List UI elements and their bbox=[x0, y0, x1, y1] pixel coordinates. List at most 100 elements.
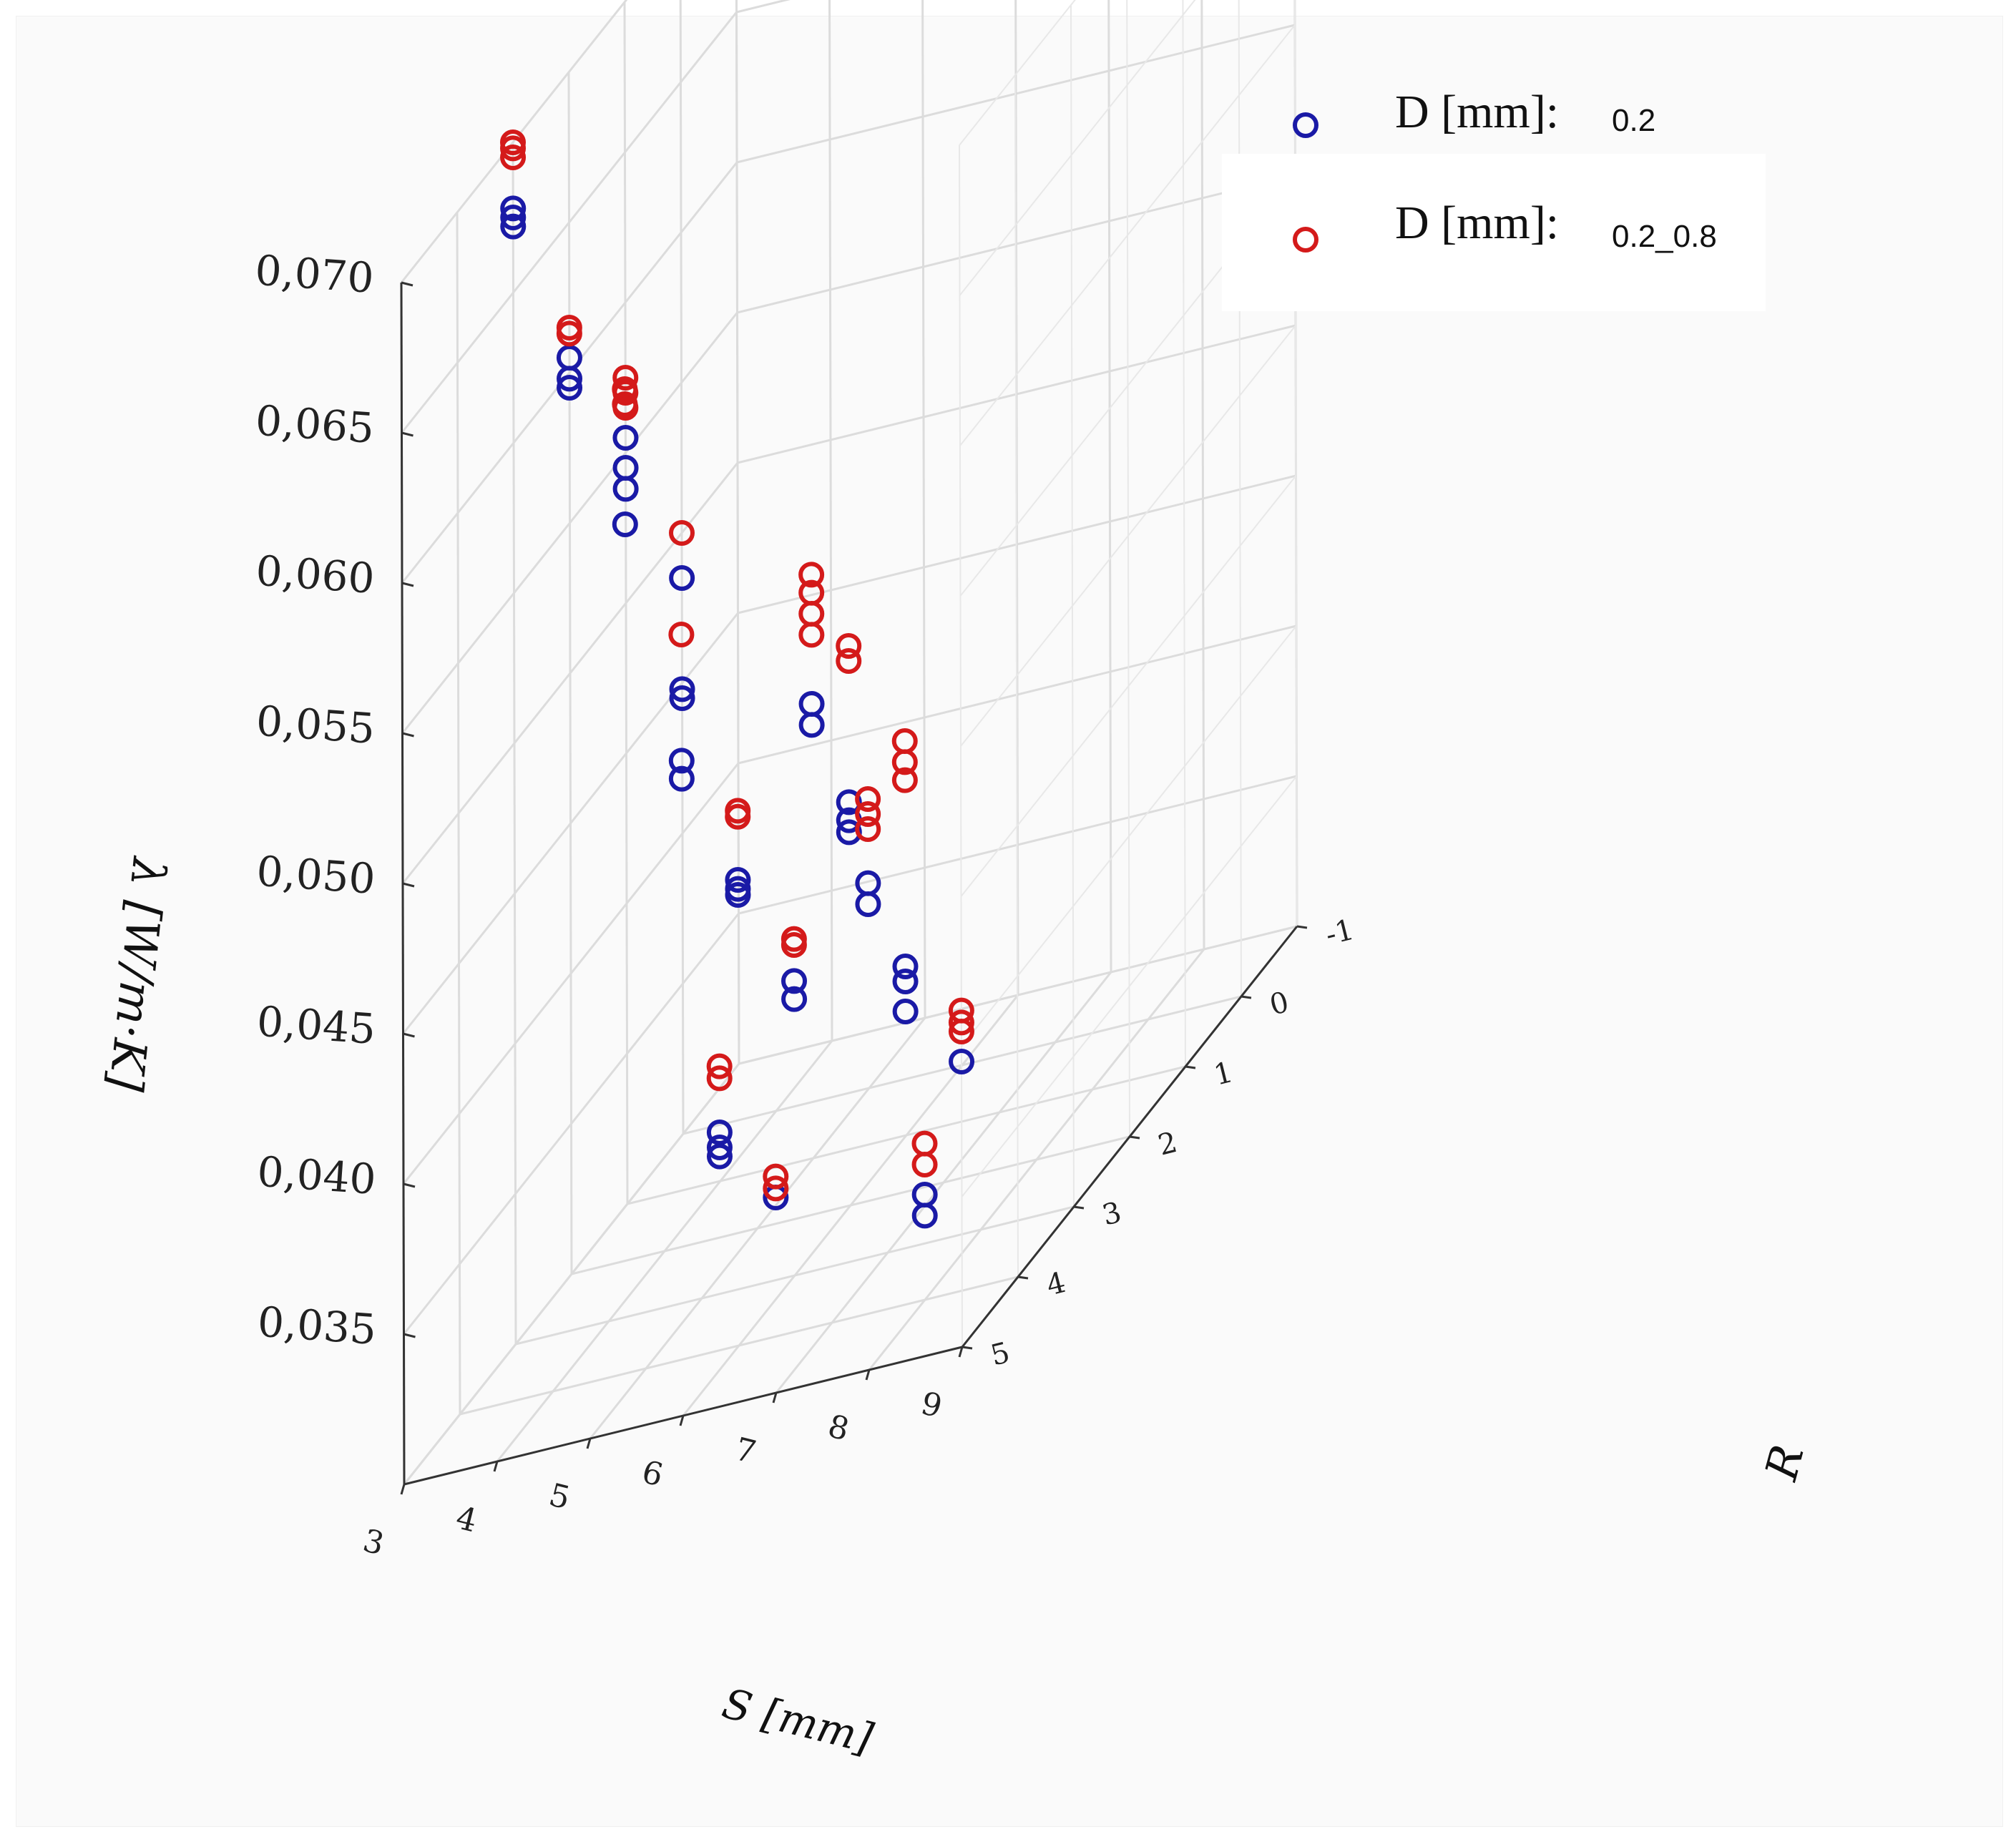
rightwall-grid-r bbox=[1070, 4, 1075, 1207]
z-tick-label: 0,065 bbox=[254, 396, 376, 453]
x-tick bbox=[586, 1438, 592, 1449]
tick-labels: 9876543-10123450,0350,0400,0450,0500,055… bbox=[253, 246, 1357, 1563]
axes bbox=[400, 281, 1308, 1495]
y-tick bbox=[961, 1346, 973, 1350]
data-point-d02 bbox=[949, 1049, 975, 1074]
sidewall-grid-z bbox=[401, 312, 738, 734]
data-point-d02 bbox=[855, 891, 881, 917]
data-point-d0208 bbox=[798, 562, 825, 588]
y-tick bbox=[1017, 1275, 1029, 1280]
legend: D [mm]: 0.2 D [mm]: 0.2_0.8 bbox=[1222, 86, 1766, 311]
x-tick bbox=[493, 1461, 499, 1472]
backwall-grid-s bbox=[1107, 0, 1112, 973]
y-tick bbox=[1129, 1135, 1140, 1140]
data-point-d02 bbox=[798, 691, 825, 717]
x-tick-label: 3 bbox=[359, 1522, 388, 1562]
y-tick bbox=[1073, 1205, 1085, 1210]
data-point-d02 bbox=[500, 213, 527, 240]
data-point-d02 bbox=[557, 366, 583, 392]
data-point-d0208 bbox=[556, 320, 582, 347]
data-point-d0208 bbox=[668, 622, 695, 647]
y-tick-label: 1 bbox=[1210, 1056, 1236, 1092]
data-point-d02 bbox=[669, 676, 695, 702]
data-point-d0208 bbox=[891, 728, 918, 754]
data-point-d0208 bbox=[836, 648, 862, 674]
data-point-d0208 bbox=[911, 1130, 938, 1157]
data-point-d02 bbox=[892, 969, 919, 994]
data-point-d0208 bbox=[612, 365, 639, 391]
x-tick-label: 8 bbox=[824, 1408, 853, 1448]
floor-grid-r bbox=[627, 1065, 1186, 1205]
x-tick bbox=[400, 1484, 406, 1495]
rightwall-grid-r bbox=[1014, 74, 1019, 1278]
rightwall-grid-r bbox=[959, 144, 963, 1348]
z-tick bbox=[401, 281, 414, 287]
sidewall-grid-z bbox=[400, 0, 628, 283]
data-point-d02 bbox=[612, 476, 639, 502]
sidewall-grid-z bbox=[401, 11, 738, 433]
z-tick bbox=[403, 1333, 416, 1338]
data-point-d0208 bbox=[891, 767, 918, 793]
data-point-d02 bbox=[500, 195, 527, 222]
data-point-d02 bbox=[725, 867, 751, 893]
data-point-d0208 bbox=[891, 749, 918, 775]
z-tick bbox=[402, 882, 415, 888]
data-point-d0208 bbox=[612, 391, 638, 417]
y-tick-label: 4 bbox=[1043, 1266, 1069, 1303]
x-axis-title: S [mm] bbox=[718, 1679, 878, 1763]
z-tick-label: 0,050 bbox=[255, 847, 376, 903]
sidewall-grid-z bbox=[401, 462, 739, 884]
y-tick bbox=[1185, 1065, 1196, 1069]
rightwall-grid-r bbox=[1293, 0, 1298, 927]
sidewall-grid-z bbox=[403, 913, 740, 1335]
y-tick bbox=[1296, 925, 1308, 929]
x-tick bbox=[772, 1392, 778, 1403]
y-tick-label: 3 bbox=[1099, 1196, 1125, 1233]
data-point-d02 bbox=[669, 685, 695, 711]
legend-label-d02-main: D [mm]: bbox=[1395, 86, 1559, 138]
z-tick-label: 0,055 bbox=[255, 697, 376, 753]
data-point-d0208 bbox=[798, 601, 825, 627]
data-point-d0208 bbox=[911, 1152, 938, 1177]
floor-grid-r bbox=[459, 1275, 1019, 1416]
data-point-d0208 bbox=[855, 786, 881, 812]
z-axis-title: λ [W/m·K] bbox=[98, 853, 175, 1094]
data-point-d02 bbox=[669, 565, 695, 591]
x-tick-label: 4 bbox=[452, 1499, 481, 1539]
z-tick bbox=[403, 1182, 416, 1188]
rightwall-grid-r bbox=[1238, 0, 1242, 997]
data-point-d0208 bbox=[500, 135, 527, 162]
data-point-d02 bbox=[706, 1143, 733, 1170]
sidewall-grid-z bbox=[403, 1063, 740, 1485]
x-tick-label: 6 bbox=[638, 1454, 667, 1494]
data-point-d0208 bbox=[781, 932, 807, 958]
plot-panel bbox=[16, 16, 2003, 1827]
data-point-d02 bbox=[612, 511, 638, 537]
legend-marker-d0208 bbox=[1293, 227, 1318, 253]
data-point-d02 bbox=[706, 1135, 733, 1160]
data-point-d02 bbox=[500, 205, 527, 230]
data-point-d02 bbox=[911, 1202, 938, 1229]
z-tick-label: 0,070 bbox=[253, 246, 375, 303]
data-point-d0208 bbox=[763, 1175, 789, 1202]
x-tick-label: 5 bbox=[545, 1476, 574, 1517]
z-tick-label: 0,035 bbox=[256, 1298, 378, 1354]
data-point-d0208 bbox=[725, 803, 751, 830]
z-tick bbox=[401, 431, 414, 437]
y-axis-title: R bbox=[1755, 1439, 1814, 1486]
data-points bbox=[500, 129, 975, 1229]
z-tick-label: 0,040 bbox=[255, 1147, 377, 1204]
data-point-d0208 bbox=[612, 376, 638, 402]
z-tick-label: 0,060 bbox=[254, 547, 376, 603]
z-tick-label: 0,045 bbox=[255, 997, 377, 1054]
data-point-d02 bbox=[706, 1120, 733, 1145]
floor-grid-r bbox=[571, 1135, 1130, 1275]
data-point-d0208 bbox=[706, 1053, 733, 1079]
x-tick bbox=[679, 1415, 685, 1426]
y-tick bbox=[1241, 995, 1252, 999]
z-tick bbox=[401, 582, 414, 587]
data-point-d0208 bbox=[836, 633, 862, 659]
data-point-d0208 bbox=[500, 144, 527, 170]
data-point-d02 bbox=[892, 954, 919, 979]
